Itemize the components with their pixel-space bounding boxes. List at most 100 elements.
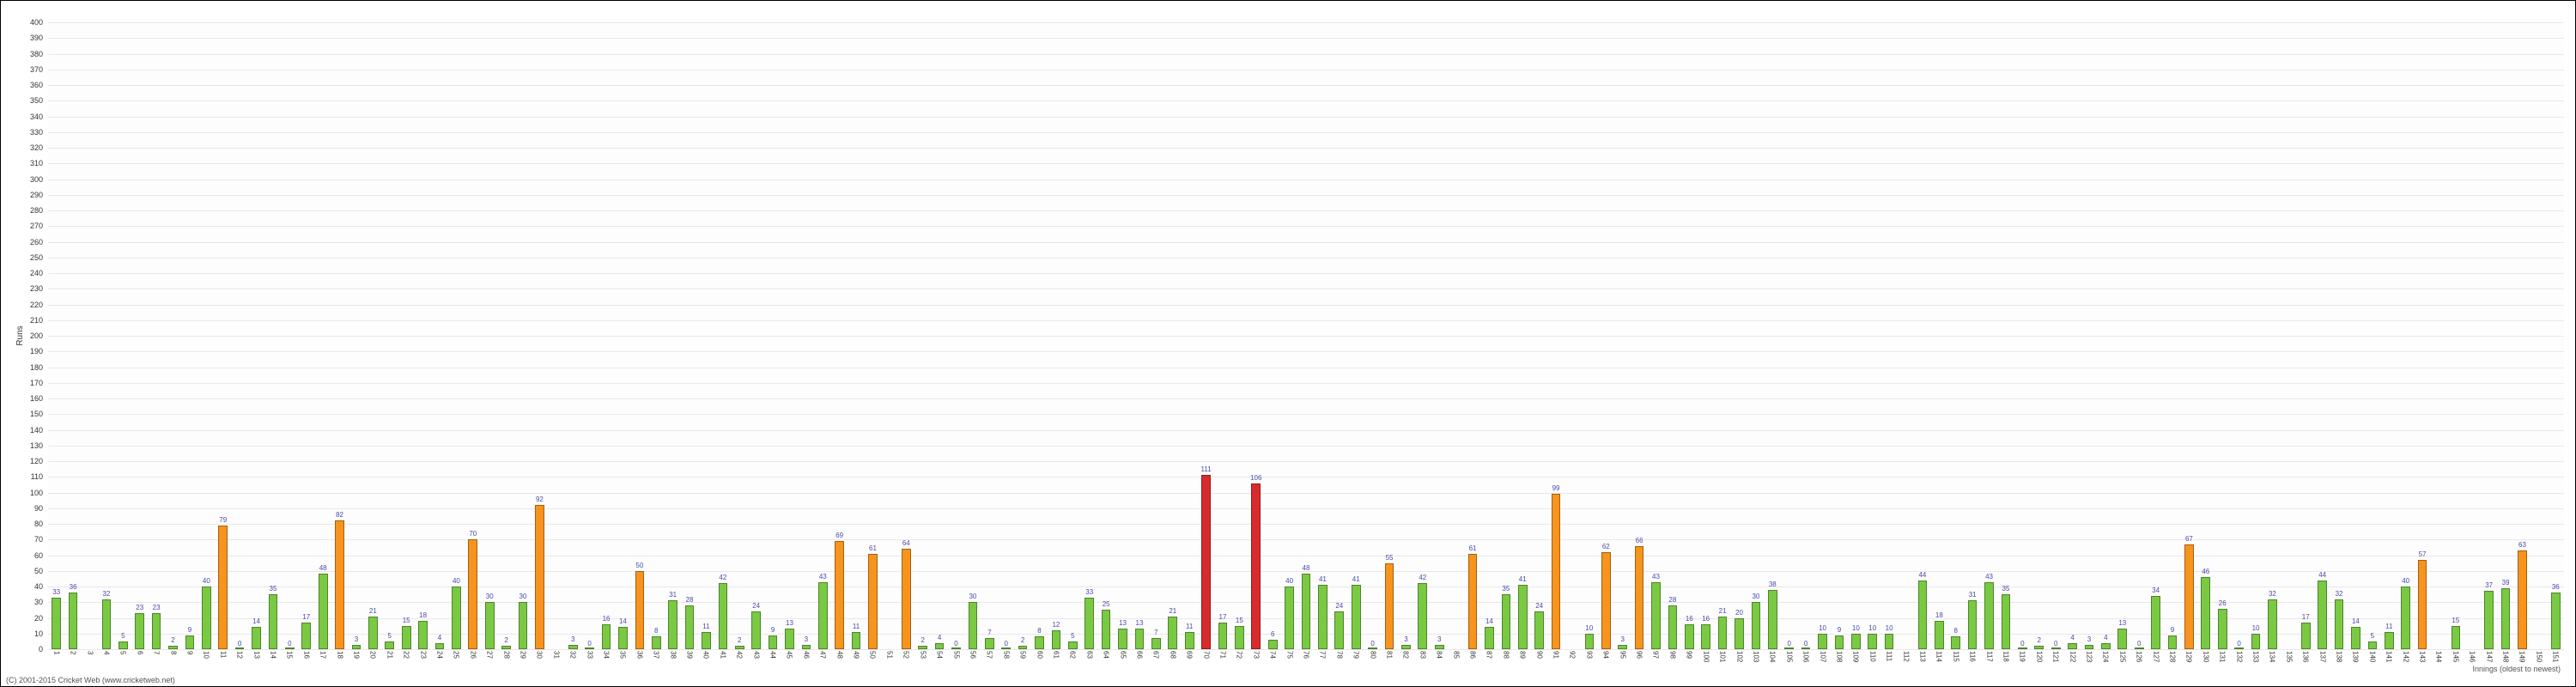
x-tick-label: 30 <box>536 649 544 659</box>
bar <box>1268 640 1278 649</box>
x-tick-label: 88 <box>1502 649 1510 659</box>
bar-value-label: 2 <box>171 636 174 644</box>
bar-value-label: 41 <box>1352 575 1360 583</box>
bar <box>1935 621 1944 649</box>
x-tick-label: 141 <box>2385 649 2393 662</box>
x-tick-label: 9 <box>185 649 193 654</box>
bar-value-label: 55 <box>1386 554 1394 562</box>
x-tick-label: 5 <box>119 649 127 654</box>
x-tick-label: 57 <box>986 649 993 659</box>
y-tick-label: 360 <box>30 81 48 89</box>
bar-value-label: 92 <box>536 495 544 503</box>
x-tick-label: 77 <box>1319 649 1327 659</box>
bar <box>1485 627 1494 649</box>
x-tick-label: 15 <box>286 649 294 659</box>
bar-value-label: 10 <box>2252 624 2260 632</box>
x-tick-label: 114 <box>1935 649 1943 662</box>
bar <box>2335 599 2344 649</box>
x-tick-label: 43 <box>752 649 760 659</box>
x-tick-label: 112 <box>1902 649 1910 662</box>
bar <box>969 602 978 649</box>
bar <box>235 647 245 649</box>
bar-value-label: 4 <box>2070 634 2074 641</box>
bar-value-label: 31 <box>669 591 677 599</box>
x-tick-label: 13 <box>252 649 260 659</box>
bar <box>301 623 311 649</box>
bar-value-label: 7 <box>987 629 991 636</box>
y-tick-label: 250 <box>30 253 48 262</box>
y-tick-label: 130 <box>30 441 48 450</box>
x-tick-label: 49 <box>853 649 860 659</box>
bar-value-label: 8 <box>654 627 658 635</box>
bar <box>118 641 128 649</box>
y-tick-label: 110 <box>31 472 48 481</box>
y-tick-label: 140 <box>30 426 48 435</box>
gridline <box>48 461 2564 462</box>
bar <box>702 632 711 649</box>
bar-value-label: 11 <box>2385 623 2392 630</box>
bar-value-label: 15 <box>1236 617 1243 624</box>
bar <box>519 602 528 649</box>
bar-value-label: 2 <box>738 636 741 644</box>
bar <box>535 505 544 649</box>
x-tick-label: 137 <box>2318 649 2326 662</box>
bar <box>1851 634 1861 649</box>
x-tick-label: 62 <box>1069 649 1077 659</box>
x-tick-label: 69 <box>1186 649 1194 659</box>
bar <box>1552 494 1561 649</box>
bar-value-label: 34 <box>2152 587 2160 594</box>
bar-value-label: 44 <box>2318 571 2326 579</box>
x-tick-label: 84 <box>1436 649 1443 659</box>
x-tick-label: 55 <box>952 649 960 659</box>
bar-value-label: 13 <box>786 619 793 627</box>
bar-value-label: 8 <box>1037 627 1041 635</box>
bar-value-label: 41 <box>1319 575 1327 583</box>
x-tick-label: 16 <box>302 649 310 659</box>
bar <box>1135 629 1145 649</box>
bar <box>1218 623 1228 649</box>
y-tick-label: 240 <box>30 269 48 277</box>
bar <box>1118 629 1127 649</box>
x-tick-label: 70 <box>1202 649 1210 659</box>
bar-value-label: 5 <box>1071 632 1074 640</box>
bar <box>1601 552 1611 649</box>
x-tick-label: 4 <box>102 649 110 654</box>
bar-value-label: 3 <box>355 635 358 643</box>
bar <box>319 574 328 649</box>
bar-value-label: 13 <box>1136 619 1144 627</box>
bar <box>1318 585 1327 649</box>
bar-value-label: 30 <box>1752 593 1759 600</box>
bar-value-label: 3 <box>1437 635 1441 643</box>
bar-value-label: 16 <box>603 615 611 623</box>
x-tick-label: 20 <box>369 649 377 659</box>
bar-value-label: 3 <box>1620 635 1624 643</box>
bar <box>2168 635 2178 649</box>
bar <box>1951 636 1960 649</box>
bar <box>1235 626 1244 649</box>
x-tick-label: 18 <box>336 649 343 659</box>
x-tick-label: 106 <box>1802 649 1810 662</box>
x-tick-label: 100 <box>1702 649 1710 662</box>
bar <box>1018 646 1028 649</box>
bar <box>218 526 228 649</box>
bar-value-label: 28 <box>686 596 694 604</box>
bar-value-label: 28 <box>1668 596 1676 604</box>
bar <box>385 641 394 649</box>
bar <box>719 583 728 649</box>
bar <box>1518 585 1528 649</box>
x-tick-label: 124 <box>2102 649 2110 662</box>
bar <box>635 571 645 649</box>
bar-value-label: 79 <box>219 516 227 524</box>
x-tick-label: 118 <box>2002 649 2009 662</box>
gridline <box>48 100 2564 101</box>
bar <box>2301 623 2311 649</box>
x-tick-label: 117 <box>1985 649 1993 662</box>
bar-value-label: 21 <box>369 607 377 615</box>
bar <box>1635 546 1644 649</box>
x-tick-label: 12 <box>236 649 244 659</box>
bar <box>2268 599 2277 649</box>
bar-value-label: 40 <box>1285 577 1293 585</box>
x-tick-label: 150 <box>2535 649 2543 662</box>
bar-value-label: 32 <box>2269 590 2276 598</box>
bar <box>402 626 411 649</box>
